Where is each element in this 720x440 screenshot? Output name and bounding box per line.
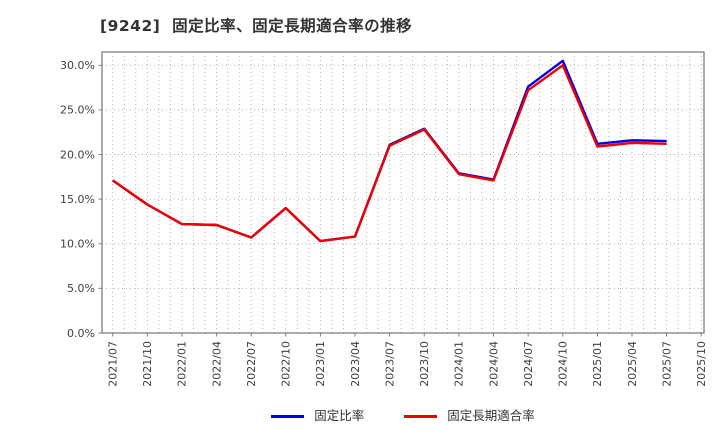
x-tick-label: 2025/01 — [591, 341, 604, 387]
grid-lines — [102, 52, 704, 333]
legend: 固定比率 固定長期適合率 — [102, 406, 704, 426]
legend-label: 固定比率 — [314, 407, 365, 423]
x-tick-label: 2025/10 — [695, 341, 708, 387]
x-tick-label: 2024/01 — [453, 341, 466, 387]
x-tick-label: 2025/04 — [626, 341, 639, 387]
x-tick-label: 2022/10 — [280, 341, 293, 387]
x-tick-label: 2025/07 — [660, 341, 673, 387]
series-line-fixed-long-term-ratio — [112, 64, 667, 243]
x-tick-label: 2021/10 — [141, 341, 154, 387]
x-tick-label: 2023/10 — [418, 341, 431, 387]
x-axis-tick-labels: 2021/07 2021/10 2022/01 2022/04 2022/07 2022/… — [107, 341, 709, 387]
x-tick-label: 2023/07 — [383, 341, 396, 387]
legend-line-swatch — [271, 414, 305, 418]
y-axis-tick-labels: 0.0% 5.0% 10.0% 15.0% 20.0% 25.0% 30.0% — [60, 59, 95, 340]
x-tick-label: 2024/04 — [487, 341, 500, 387]
plot-border — [101, 51, 705, 334]
y-tick-label: 15.0% — [60, 193, 95, 206]
x-tick-label: 2022/01 — [176, 341, 189, 387]
x-tick-label: 2024/07 — [522, 341, 535, 387]
y-tick-label: 5.0% — [67, 282, 95, 295]
legend-line-swatch — [404, 414, 438, 418]
y-tick-label: 10.0% — [60, 238, 95, 251]
series-line-fixed-ratio — [112, 59, 667, 243]
x-tick-label: 2021/07 — [107, 341, 120, 387]
y-tick-label: 30.0% — [60, 59, 95, 72]
legend-item-fixed-long-term-ratio: 固定長期適合率 — [404, 407, 535, 423]
legend-item-fixed-ratio: 固定比率 — [271, 407, 365, 423]
legend-label: 固定長期適合率 — [447, 407, 535, 423]
x-tick-label: 2024/10 — [557, 341, 570, 387]
axis-tick-marks — [98, 64, 702, 337]
y-tick-label: 25.0% — [60, 104, 95, 117]
x-tick-label: 2022/07 — [245, 341, 258, 387]
y-tick-label: 20.0% — [60, 148, 95, 161]
x-tick-label: 2023/04 — [349, 341, 362, 387]
y-tick-label: 0.0% — [67, 327, 95, 340]
chart-title: [9242] 固定比率、固定長期適合率の推移 — [100, 17, 413, 35]
x-tick-label: 2022/04 — [210, 341, 223, 387]
x-tick-label: 2023/01 — [314, 341, 327, 387]
